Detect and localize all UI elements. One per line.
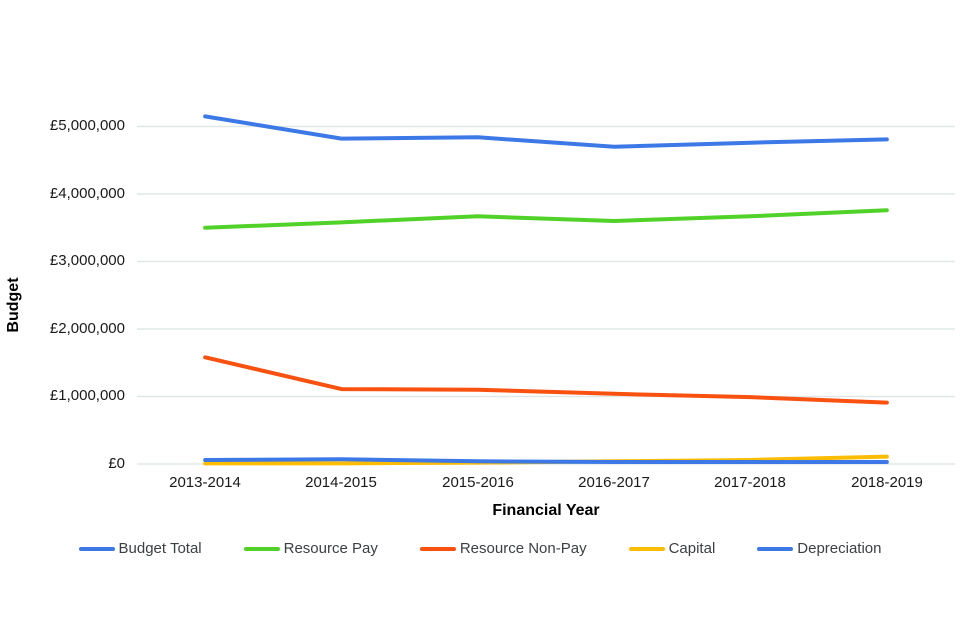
legend-label: Budget Total (118, 540, 202, 557)
legend-item-resource-non-pay: Resource Non-Pay (419, 540, 587, 557)
y-tick-label: £0 (108, 455, 125, 472)
y-tick-label: £1,000,000 (49, 387, 125, 404)
y-tick-label: £2,000,000 (49, 320, 125, 337)
legend-item-capital: Capital (628, 540, 716, 557)
y-tick-label: £4,000,000 (49, 185, 125, 202)
series-line-budget-total (203, 114, 889, 149)
legend-item-budget-total: Budget Total (78, 540, 202, 557)
x-axis-title: Financial Year (492, 502, 600, 519)
legend-swatch-resource-pay (243, 546, 280, 551)
y-axis-title: Budget (5, 277, 22, 333)
y-tick-label: £3,000,000 (49, 252, 125, 269)
x-tick-label: 2016-2017 (578, 474, 650, 491)
legend-swatch-budget-total (78, 546, 115, 551)
series-line-resource-pay (203, 208, 889, 230)
legend-label: Depreciation (797, 540, 882, 557)
legend-swatch-resource-non-pay (419, 546, 456, 551)
legend-item-resource-pay: Resource Pay (243, 540, 378, 557)
y-tick-label: £5,000,000 (49, 117, 125, 134)
x-tick-label: 2018-2019 (851, 474, 923, 491)
legend-label: Capital (668, 540, 716, 557)
x-tick-label: 2014-2015 (305, 474, 377, 491)
series-line-resource-non-pay (203, 355, 889, 405)
x-tick-label: 2015-2016 (442, 474, 514, 491)
series-line-depreciation (203, 457, 889, 464)
x-tick-label: 2013-2014 (169, 474, 241, 491)
x-tick-label: 2017-2018 (714, 474, 786, 491)
legend-label: Resource Pay (283, 540, 378, 557)
legend: Budget Total Resource Pay Resource Non-P… (0, 540, 960, 557)
legend-item-depreciation: Depreciation (757, 540, 882, 557)
legend-swatch-depreciation (757, 546, 794, 551)
legend-swatch-capital (628, 546, 665, 551)
legend-label: Resource Non-Pay (459, 540, 587, 557)
